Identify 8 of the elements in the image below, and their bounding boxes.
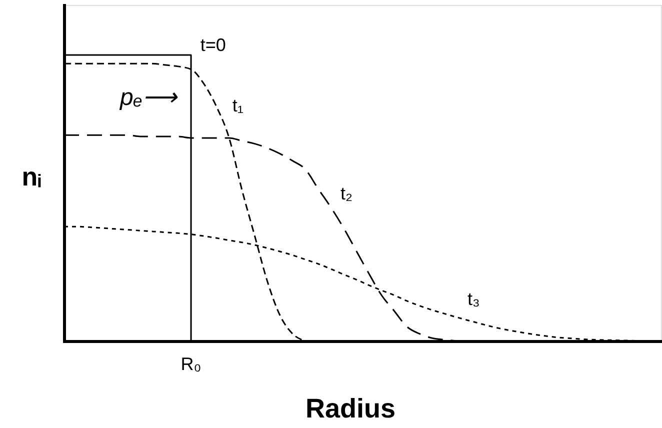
series-label: t₂ — [340, 184, 352, 204]
y-axis-title: nᵢ — [22, 162, 42, 192]
series-label: t=0 — [200, 35, 226, 55]
annotation: pₑ⟶ — [119, 84, 179, 111]
series-label: t₁ — [232, 95, 244, 116]
x-axis-title: Radius — [305, 394, 396, 424]
text: R₀ — [180, 354, 202, 374]
series-label: t₃ — [467, 288, 480, 309]
